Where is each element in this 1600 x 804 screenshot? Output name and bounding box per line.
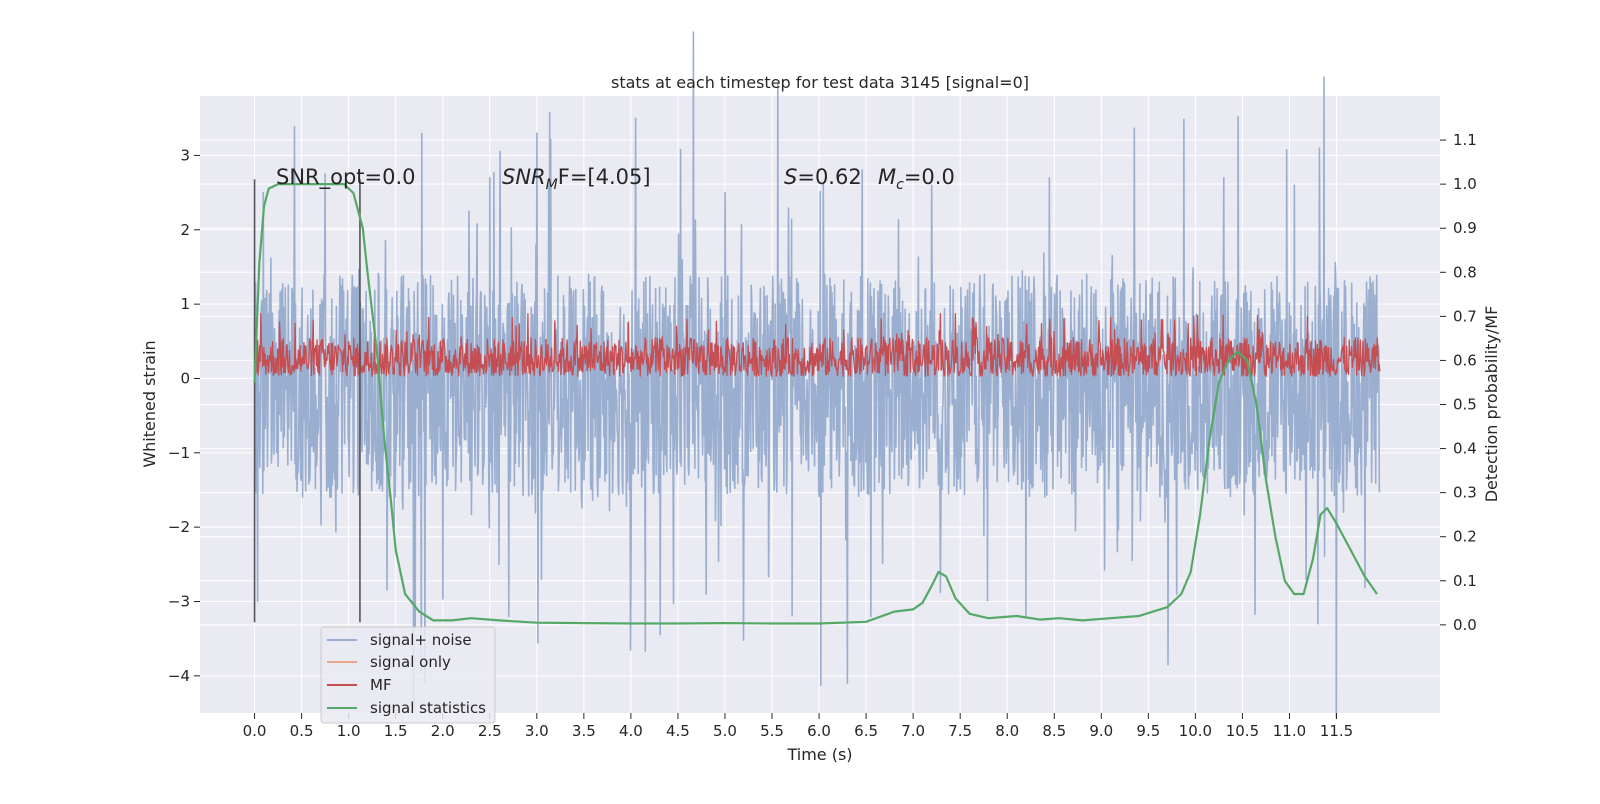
legend-item-mf: MF — [327, 676, 392, 694]
y2-tick-label: 0.7 — [1453, 307, 1477, 325]
x-tick-label: 2.5 — [478, 722, 502, 740]
x-tick-label: 0.0 — [243, 722, 267, 740]
x-tick-label: 4.0 — [619, 722, 643, 740]
x-tick-label: 10.0 — [1179, 722, 1212, 740]
x-tick-label: 11.0 — [1273, 722, 1306, 740]
legend-item-signal-only: signal only — [327, 653, 451, 671]
x-tick-label: 5.5 — [760, 722, 784, 740]
y2-tick-label: 0.6 — [1453, 351, 1477, 369]
x-tick-label: 6.0 — [807, 722, 831, 740]
y-tick-label: −2 — [168, 518, 190, 536]
x-tick-label: 3.5 — [572, 722, 596, 740]
y2-tick-label: 0.9 — [1453, 219, 1477, 237]
y-axis-label: Whitened strain — [140, 340, 159, 467]
legend-label-signal-statistics: signal statistics — [370, 699, 486, 717]
annotation-mc-variable: M — [878, 165, 896, 189]
annotation-snr-mf: SNRMF=[4.05] — [502, 165, 651, 193]
annotation-s: S=0.62 — [784, 165, 862, 189]
x-tick-label: 6.5 — [854, 722, 878, 740]
series-signal-noise-line — [253, 31, 1381, 720]
series-signal-statistics-line — [253, 183, 1378, 625]
y-tick-label: −1 — [168, 444, 190, 462]
x-tick-label: 11.5 — [1320, 722, 1353, 740]
axes-layer: 0.0 0.5 1.0 1.5 2.0 2.5 3.0 3.5 4.0 4.5 5.0 5.5 6.0 6… — [168, 131, 1477, 740]
legend-label-signal-only: signal only — [370, 653, 451, 671]
y2-tick-label: 0.2 — [1453, 528, 1477, 546]
data-layer — [253, 31, 1381, 720]
y2-tick-label: 0.1 — [1453, 572, 1477, 590]
annotation-mc-subscript: c — [896, 177, 904, 193]
legend-box — [320, 626, 496, 724]
x-axis-label: Time (s) — [786, 745, 852, 764]
x-tick-label: 5.0 — [713, 722, 737, 740]
legend-item-signal-statistics: signal statistics — [327, 699, 486, 717]
legend-label-signal-noise: signal+ noise — [370, 631, 472, 649]
y2-tick-label: 0.0 — [1453, 616, 1477, 634]
y2-tick-label: 0.8 — [1453, 263, 1477, 281]
y2-tick-label: 0.4 — [1453, 440, 1477, 458]
annotation-snr-opt: SNR_opt=0.0 — [276, 165, 416, 190]
x-tick-label: 9.0 — [1089, 722, 1113, 740]
chart-title: stats at each timestep for test data 314… — [611, 73, 1029, 92]
y-tick-label: 3 — [180, 146, 190, 164]
legend-label-mf: MF — [370, 676, 392, 694]
y-tick-label: 2 — [180, 221, 190, 239]
y-tick-label: 1 — [180, 295, 190, 313]
y2-tick-label: 1.1 — [1453, 131, 1477, 149]
y-tick-label: −4 — [168, 667, 190, 685]
annotation-mc: Mc=0.0 — [878, 165, 955, 193]
x-tick-label: 8.0 — [995, 722, 1019, 740]
y2-tick-label: 0.3 — [1453, 484, 1477, 502]
x-tick-label: 7.5 — [948, 722, 972, 740]
y2-tick-label: 1.0 — [1453, 175, 1477, 193]
x-tick-label: 10.5 — [1226, 722, 1259, 740]
annotation-s-variable: S — [784, 165, 797, 189]
x-tick-label: 7.0 — [901, 722, 925, 740]
x-tick-label: 1.0 — [337, 722, 361, 740]
annotation-snr-mf-suffix: F=[4.05] — [558, 165, 651, 189]
series-mf-line — [255, 312, 1381, 377]
x-tick-label: 0.5 — [290, 722, 314, 740]
annotations: SNR_opt=0.0 SNRMF=[4.05] S=0.62 Mc=0.0 — [276, 165, 955, 193]
annotation-s-value: =0.62 — [797, 165, 861, 189]
y2-axis-label: Detection probability/MF — [1482, 306, 1501, 503]
y-tick-label: −3 — [168, 592, 190, 610]
x-tick-label: 2.0 — [431, 722, 455, 740]
x-tick-label: 1.5 — [384, 722, 408, 740]
y2-tick-label: 0.5 — [1453, 396, 1477, 414]
x-tick-label: 4.5 — [666, 722, 690, 740]
legend-item-signal-noise: signal+ noise — [327, 631, 472, 649]
annotation-snr-mf-subscript: M — [546, 177, 558, 193]
annotation-mc-value: =0.0 — [904, 165, 955, 189]
y-tick-label: 0 — [180, 369, 190, 387]
annotation-snr-mf-prefix: SNR — [502, 165, 546, 189]
x-tick-label: 9.5 — [1136, 722, 1160, 740]
x-tick-label: 3.0 — [525, 722, 549, 740]
x-tick-label: 8.5 — [1042, 722, 1066, 740]
legend: signal+ noise signal only MF signal stat… — [320, 626, 496, 724]
